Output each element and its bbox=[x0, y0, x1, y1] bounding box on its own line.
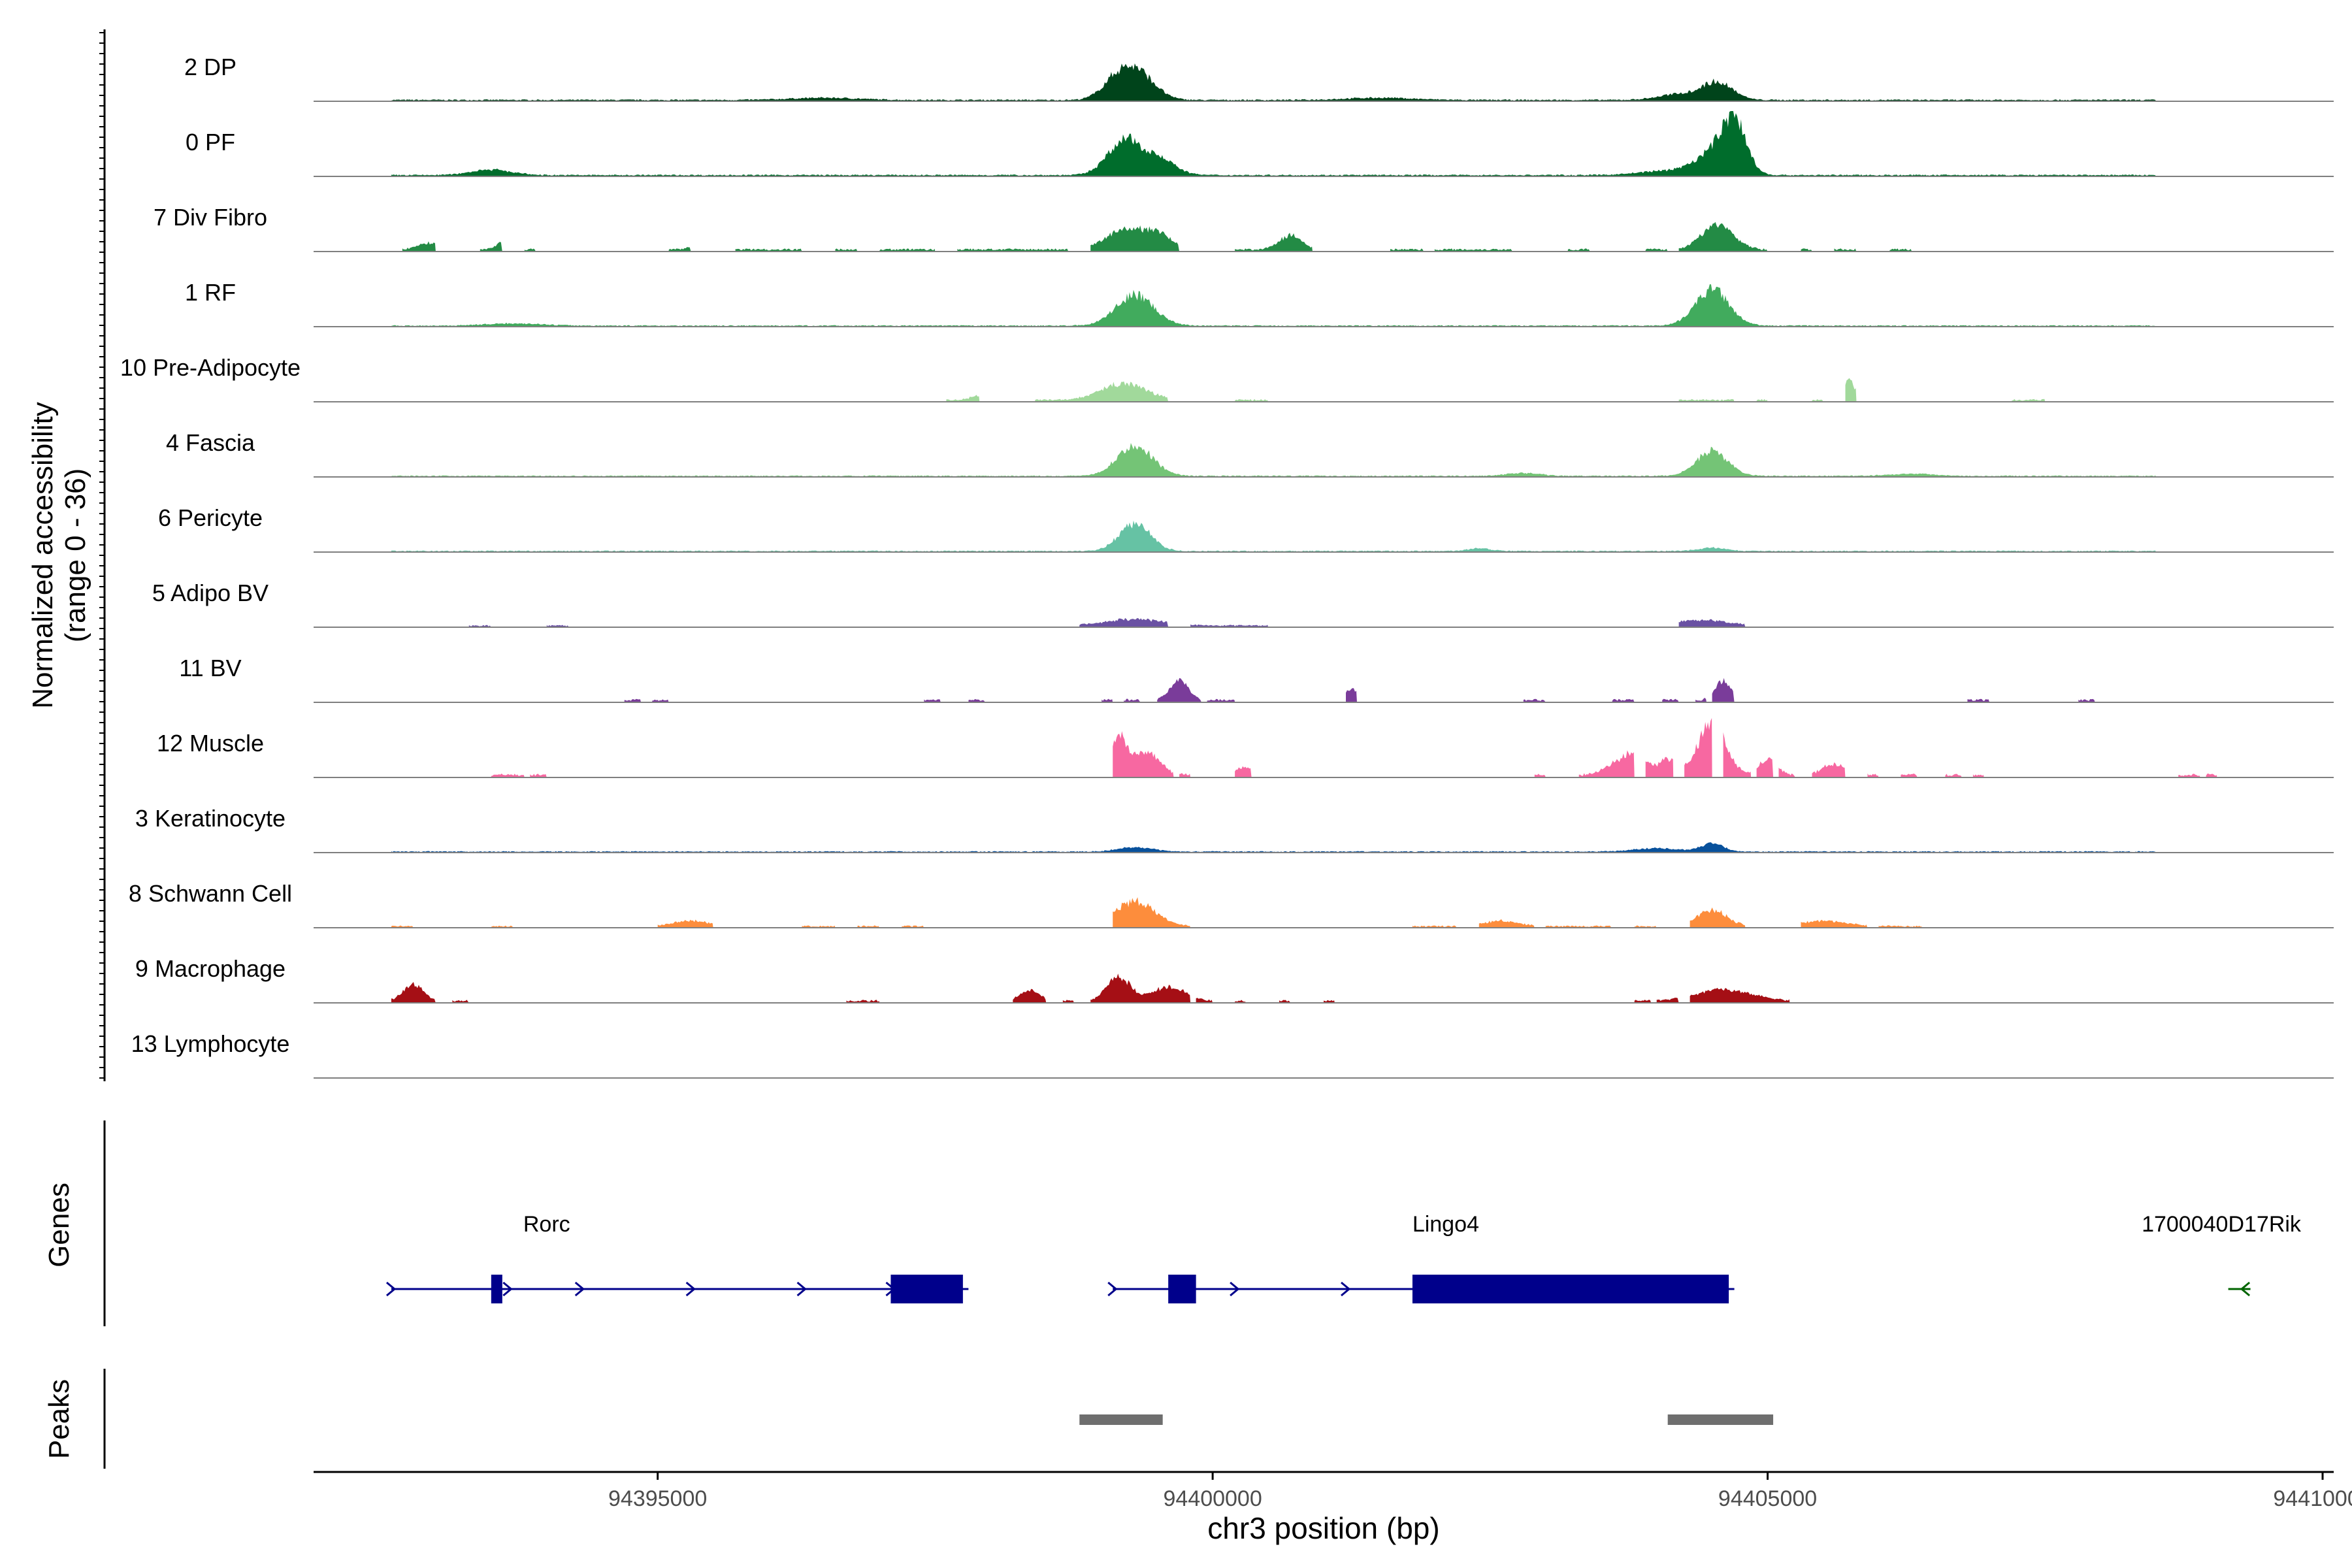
x-axis: chr3 position (bp) 94395000 94400000 94405… bbox=[314, 1471, 2352, 1545]
track-4-fascia: 4 Fascia bbox=[166, 429, 2334, 478]
strand-arrow-icon bbox=[385, 1281, 397, 1297]
track-12-muscle: 12 Muscle bbox=[157, 718, 2334, 778]
track-7-div-fibro: 7 Div Fibro bbox=[154, 204, 2334, 252]
strand-arrow-icon bbox=[1341, 1281, 1351, 1297]
genes-label: Genes bbox=[43, 1183, 75, 1267]
coverage-area bbox=[946, 378, 2046, 402]
gene-rorc: Rorc bbox=[385, 1212, 969, 1303]
coverage-area bbox=[491, 718, 2217, 777]
gene-1700040d17rik: 1700040D17Rik bbox=[2142, 1212, 2302, 1297]
y-axis-label-line2: (range 0 - 36) bbox=[59, 468, 91, 643]
x-tick-label: 94395000 bbox=[608, 1486, 707, 1511]
track-0-pf: 0 PF bbox=[186, 111, 2334, 177]
peaks-panel: Peaks bbox=[43, 1369, 1774, 1469]
track-label: 6 Pericyte bbox=[158, 504, 263, 531]
x-tick-label: 94410000 bbox=[2273, 1486, 2352, 1511]
track-label: 9 Macrophage bbox=[135, 955, 286, 982]
x-axis-title: chr3 position (bp) bbox=[1207, 1511, 1439, 1545]
coverage-area bbox=[391, 284, 2157, 327]
strand-arrow-icon bbox=[796, 1281, 807, 1297]
track-5-adipo-bv: 5 Adipo BV bbox=[152, 580, 2334, 628]
track-label: 4 Fascia bbox=[166, 429, 255, 456]
track-label: 2 DP bbox=[184, 54, 237, 80]
gene-exon bbox=[1168, 1275, 1196, 1303]
track-2-dp: 2 DP bbox=[184, 54, 2334, 102]
coverage-area bbox=[624, 678, 2095, 702]
track-label: 13 Lymphocyte bbox=[131, 1030, 290, 1057]
strand-arrow-icon bbox=[1107, 1281, 1118, 1297]
track-8-schwann-cell: 8 Schwann Cell bbox=[129, 880, 2334, 928]
gene-exon bbox=[491, 1275, 502, 1303]
peak-region bbox=[1079, 1414, 1163, 1425]
peak-region bbox=[1667, 1414, 1774, 1425]
coverage-area bbox=[391, 973, 1790, 1003]
strand-arrow-icon bbox=[685, 1281, 696, 1297]
track-label: 10 Pre-Adipocyte bbox=[120, 354, 301, 381]
coverage-area bbox=[391, 520, 2157, 552]
strand-arrow-icon bbox=[885, 1281, 896, 1297]
track-label: 3 Keratinocyte bbox=[135, 805, 286, 832]
track-3-keratinocyte: 3 Keratinocyte bbox=[135, 805, 2334, 853]
y-axis: Normalized accessibility (range 0 - 36) bbox=[27, 29, 106, 1081]
strand-arrow-icon bbox=[1230, 1281, 1240, 1297]
track-label: 11 BV bbox=[179, 655, 241, 681]
x-tick-label: 94400000 bbox=[1163, 1486, 1262, 1511]
track-label: 0 PF bbox=[186, 129, 235, 155]
track-label: 7 Div Fibro bbox=[154, 204, 267, 231]
y-axis-label-line1: Normalized accessibility bbox=[27, 402, 59, 708]
gene-lingo4: Lingo4 bbox=[1107, 1212, 1735, 1303]
track-1-rf: 1 RF bbox=[185, 279, 2334, 327]
coverage-area bbox=[391, 897, 1923, 928]
gene-name-label: Rorc bbox=[523, 1212, 570, 1237]
coverage-area bbox=[402, 221, 1912, 252]
gene-name-label: 1700040D17Rik bbox=[2142, 1212, 2302, 1237]
track-label: 8 Schwann Cell bbox=[129, 880, 292, 907]
genes-panel: Genes Rorc Lingo4 1700040D17Rik bbox=[43, 1120, 2302, 1326]
coverage-area bbox=[391, 842, 2157, 853]
gene-exon bbox=[1412, 1275, 1729, 1303]
strand-arrow-icon bbox=[502, 1281, 513, 1297]
track-10-pre-adipocyte: 10 Pre-Adipocyte bbox=[120, 354, 2334, 402]
track-6-pericyte: 6 Pericyte bbox=[158, 504, 2334, 553]
x-tick-label: 94405000 bbox=[1718, 1486, 1817, 1511]
coverage-area bbox=[391, 111, 2157, 176]
strand-arrow-icon bbox=[2240, 1281, 2251, 1297]
track-label: 12 Muscle bbox=[157, 730, 264, 757]
track-11-bv: 11 BV bbox=[179, 655, 2334, 703]
strand-arrow-icon bbox=[574, 1281, 585, 1297]
track-9-macrophage: 9 Macrophage bbox=[135, 955, 2334, 1004]
gene-name-label: Lingo4 bbox=[1413, 1212, 1479, 1237]
coverage-tracks: 2 DP 0 PF 7 Div Fibro 1 RF 10 Pre-Adipocyte 4… bbox=[120, 54, 2334, 1079]
coverage-area bbox=[391, 443, 2157, 477]
coverage-area bbox=[391, 63, 2157, 101]
track-13-lymphocyte: 13 Lymphocyte bbox=[131, 1030, 2334, 1079]
coverage-area bbox=[468, 617, 1746, 627]
track-label: 1 RF bbox=[185, 279, 236, 306]
gene-exon bbox=[890, 1275, 963, 1303]
track-label: 5 Adipo BV bbox=[152, 580, 269, 606]
peaks-label: Peaks bbox=[43, 1379, 75, 1459]
